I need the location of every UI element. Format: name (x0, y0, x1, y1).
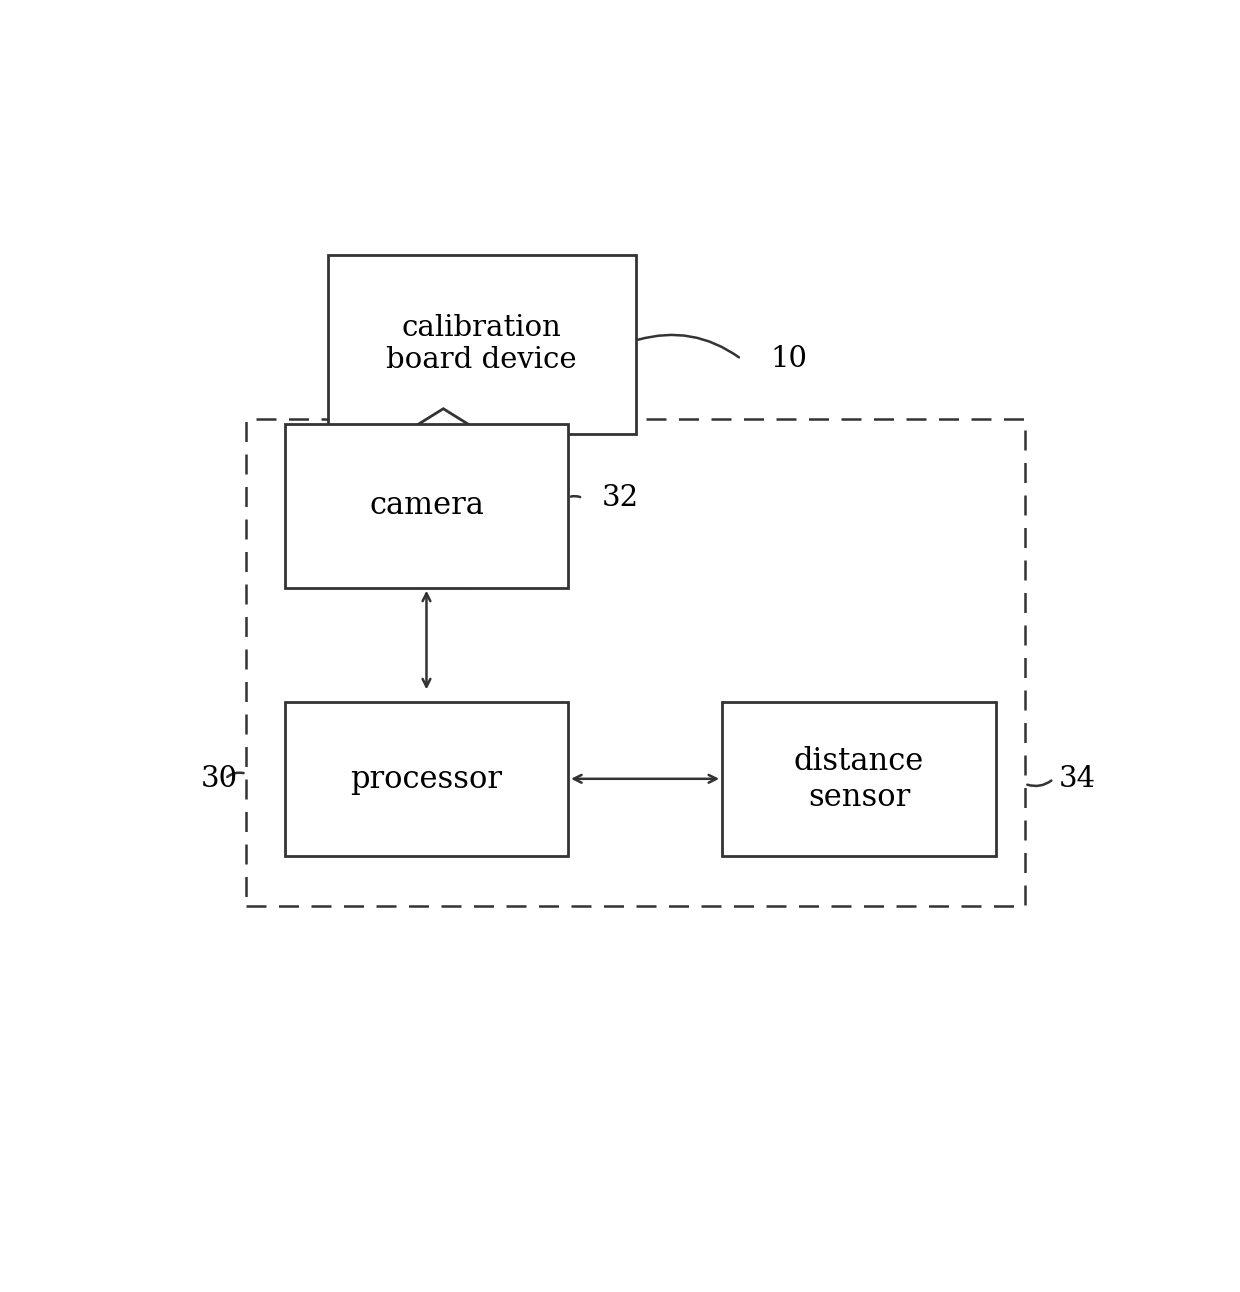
Text: camera: camera (370, 490, 484, 521)
Text: 10: 10 (770, 345, 807, 373)
Bar (285, 424, 568, 588)
Polygon shape (371, 408, 516, 588)
Text: 34: 34 (1058, 765, 1095, 793)
Text: distance
sensor: distance sensor (794, 745, 924, 813)
Bar (722, 703, 996, 857)
Bar (327, 255, 635, 434)
Bar (247, 419, 1024, 906)
Text: 32: 32 (601, 484, 639, 512)
Text: processor: processor (351, 764, 502, 795)
Text: 30: 30 (201, 765, 238, 793)
Text: calibration
board device: calibration board device (387, 314, 577, 375)
Bar (285, 703, 568, 857)
